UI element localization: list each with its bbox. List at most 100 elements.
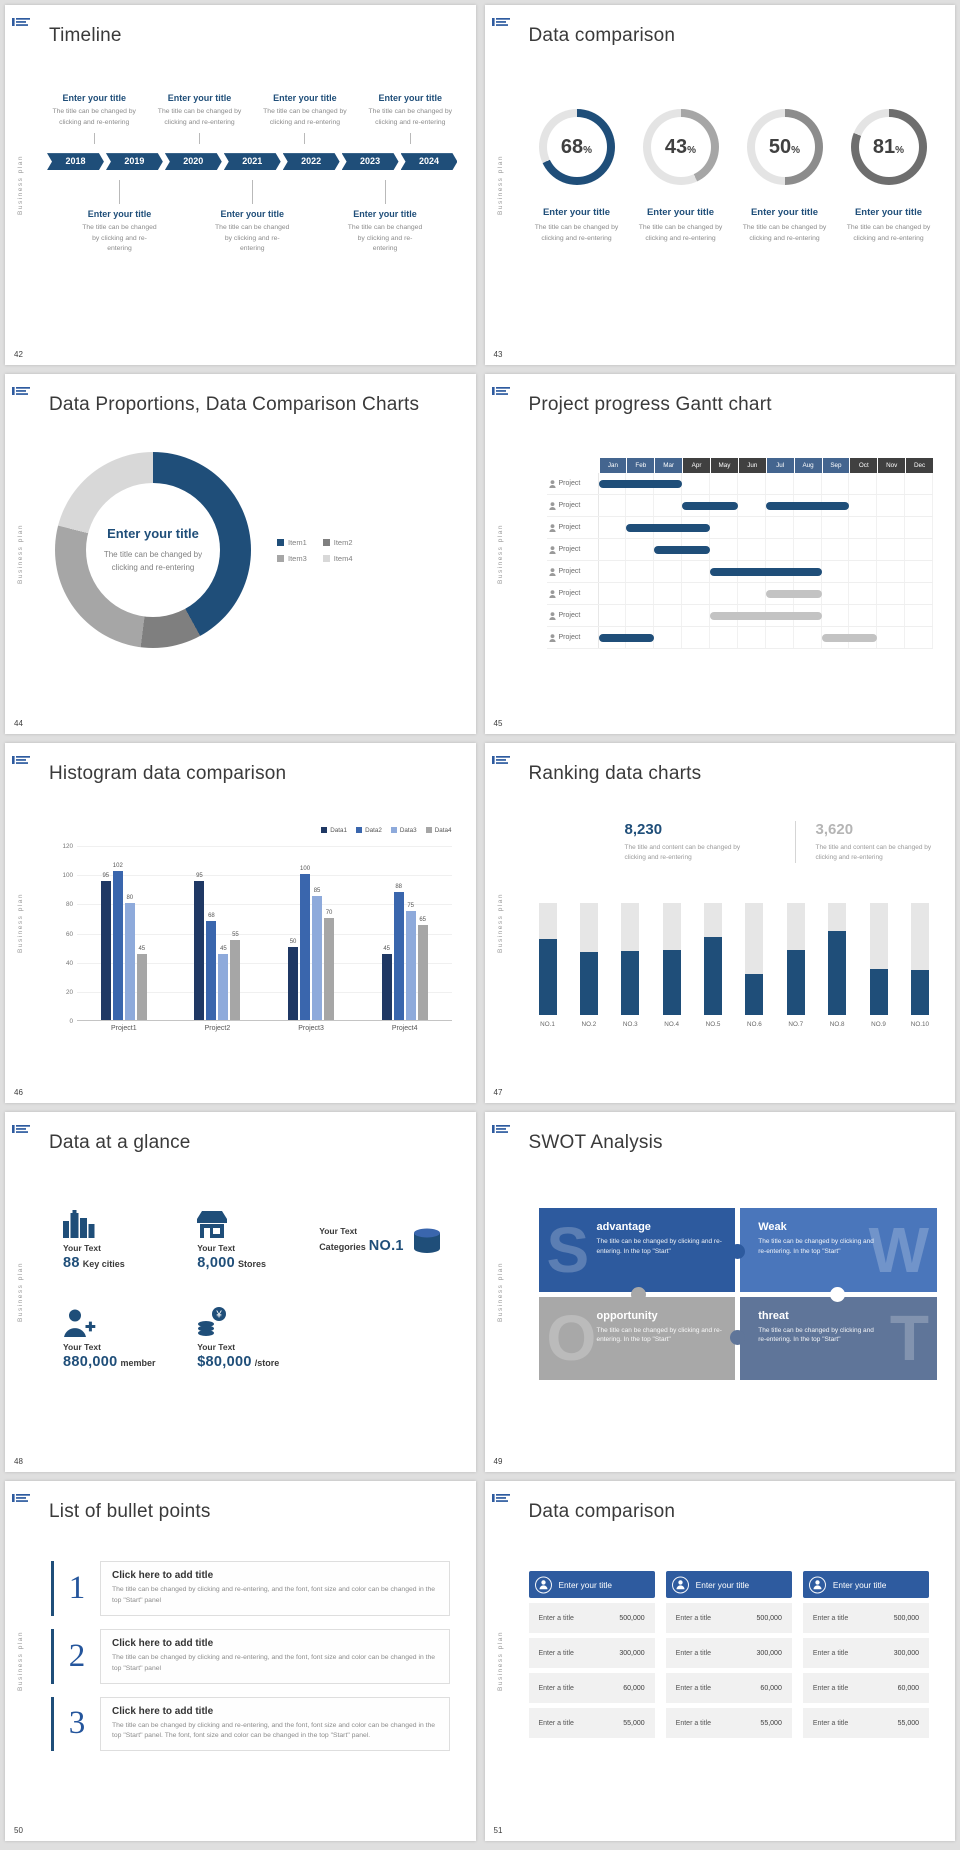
- y-axis-label: 0: [69, 1018, 73, 1025]
- bar: 95: [100, 873, 111, 1020]
- gantt-cell: [682, 473, 710, 494]
- row-value: 60,000: [897, 1684, 920, 1692]
- row-label: Enter a title: [675, 1614, 712, 1622]
- gantt-cell: [877, 627, 906, 648]
- comparison-column: Enter your title Enter a title 500,000 Ente…: [665, 1571, 792, 1738]
- gantt-row-label-text: Project: [558, 524, 581, 531]
- row-value: 55,000: [623, 1719, 645, 1727]
- ranking-track: [828, 903, 847, 1015]
- row-value: 55,000: [760, 1719, 782, 1727]
- timeline-item: Enter your title The title can be changed…: [80, 180, 159, 255]
- slide-sidebar: Business plan 42: [5, 5, 39, 365]
- donut-center: Enter your title The title can be change…: [86, 483, 220, 617]
- timeline-item-desc: The title can be changed by clicking and…: [368, 108, 453, 126]
- database-icon: [413, 1228, 440, 1253]
- brand-logo: [491, 1120, 510, 1138]
- progress-ring-value: 50%: [768, 135, 801, 158]
- donut-center-title: Enter your title: [107, 525, 199, 541]
- donut-center-desc: The title can be changed by clicking and…: [103, 549, 203, 572]
- timeline-year: 2021: [224, 153, 281, 170]
- bar-group: 95 102 80 45: [100, 846, 147, 1020]
- x-axis-label: Project1: [110, 1025, 137, 1032]
- gantt-row-label: Project: [547, 561, 599, 582]
- slide-data-at-a-glance[interactable]: Business plan 48 Data at a glance Your T…: [5, 1112, 476, 1472]
- stat-label: Your Text: [319, 1225, 358, 1236]
- data-row: Enter a title 55,000: [665, 1708, 792, 1738]
- slide-bullet-points[interactable]: Business plan 50 List of bullet points 1…: [5, 1481, 476, 1841]
- slide-ranking[interactable]: Business plan 47 Ranking data charts 8,2…: [484, 743, 955, 1103]
- bullet-item: 1 Click here to add title The title can be…: [51, 1561, 450, 1616]
- slide-timeline[interactable]: Business plan 42 Timeline Enter your tit…: [5, 5, 476, 365]
- timeline-item: Enter your title The title can be changed…: [345, 180, 424, 255]
- stat-label: Your Text: [197, 1342, 236, 1352]
- gantt-cell: [877, 539, 906, 560]
- timeline-connector: [118, 180, 120, 205]
- ranking-column: NO.2: [574, 903, 604, 1028]
- gantt-cell: [822, 517, 850, 538]
- slide-data-comparison-table[interactable]: Business plan 51 Data comparison Enter y…: [484, 1481, 955, 1841]
- bullet-heading: Click here to add title: [112, 1570, 214, 1581]
- gantt-cell: [766, 627, 794, 648]
- person-icon: [548, 567, 556, 576]
- gantt-header: Jan Feb Mar Apr May Jun Jul Aug Sep Oct Nov Dec: [547, 458, 933, 473]
- timeline-item-desc: The title can be changed by clicking and…: [215, 224, 290, 253]
- gantt-month-header: Nov: [878, 458, 906, 473]
- data-row: Enter a title 300,000: [802, 1638, 930, 1668]
- bullet-desc: The title can be changed by clicking and…: [112, 1586, 436, 1604]
- gantt-cell: [599, 495, 627, 516]
- bar: 88: [393, 884, 404, 1020]
- slide-gantt[interactable]: Business plan 45 Project progress Gantt …: [484, 374, 955, 734]
- column-header-title: Enter your title: [558, 1579, 613, 1590]
- stat-suffix: member: [120, 1358, 156, 1368]
- gantt-row: Project: [546, 561, 933, 583]
- timeline-item: Enter your title The title can be changed…: [152, 93, 246, 145]
- ranking-label: NO.2: [581, 1021, 597, 1028]
- timeline-diagram: Enter your title The title can be changed…: [47, 93, 458, 255]
- progress-ring: 43%: [642, 109, 719, 185]
- person-icon: [548, 501, 556, 510]
- bullet-desc: The title can be changed by clicking and…: [112, 1653, 436, 1672]
- legend-item: Data1: [321, 827, 347, 834]
- stat-item: Your Text 8,000 Stores: [197, 1208, 319, 1271]
- slide-progress-rings[interactable]: Business plan 43 Data comparison 68% Ente…: [484, 5, 955, 365]
- row-label: Enter a title: [538, 1649, 574, 1657]
- gantt-cell: [849, 561, 878, 582]
- bar: 65: [417, 917, 428, 1020]
- stat-suffix: /store: [254, 1358, 280, 1368]
- stat-value: 8,230: [624, 821, 663, 838]
- slide-histogram[interactable]: Business plan 46 Histogram data comparis…: [5, 743, 476, 1103]
- row-label: Enter a title: [538, 1614, 574, 1622]
- ranking-track: [704, 903, 722, 1015]
- row-label: Enter a title: [812, 1614, 849, 1622]
- gantt-cell: [626, 561, 655, 582]
- x-axis-label: Project4: [391, 1025, 418, 1032]
- timeline-year: 2023: [342, 153, 399, 170]
- slide-sidebar: Business plan 43: [485, 5, 519, 365]
- gantt-bar: [765, 590, 822, 598]
- slide-donut-chart[interactable]: Business plan 44 Data Proportions, Data …: [5, 374, 476, 734]
- ranking-label: NO.3: [622, 1021, 638, 1028]
- person-icon: [548, 611, 556, 620]
- page-title: Histogram data comparison: [49, 763, 287, 784]
- ranking-label: NO.8: [829, 1021, 845, 1028]
- slide-number: 51: [493, 1826, 503, 1835]
- bar-value-label: 45: [138, 946, 146, 953]
- stat-item: Your Text Categories NO.1: [319, 1208, 459, 1271]
- row-value: 60,000: [760, 1684, 782, 1692]
- gantt-cell: [905, 605, 933, 626]
- data-row: Enter a title 55,000: [528, 1708, 655, 1738]
- row-label: Enter a title: [675, 1649, 712, 1657]
- slide-content: Data comparison Enter your title Enter a …: [521, 1481, 946, 1841]
- slide-sidebar: Business plan 50: [5, 1481, 39, 1841]
- puzzle-knob: [630, 1286, 646, 1302]
- header-badge-icon: [534, 1576, 552, 1593]
- bar-value-label: 68: [208, 912, 215, 919]
- ranking-bar: [745, 973, 764, 1015]
- bar-value-label: 80: [126, 895, 134, 902]
- stat-value: $80,000: [197, 1354, 252, 1370]
- stat-label: Your Text: [63, 1243, 101, 1253]
- timeline-bar: 2018 2019 2020 2021 2022 2023 2024: [47, 153, 458, 170]
- brand-logo: [491, 13, 510, 31]
- swot-letter: O: [546, 1302, 597, 1375]
